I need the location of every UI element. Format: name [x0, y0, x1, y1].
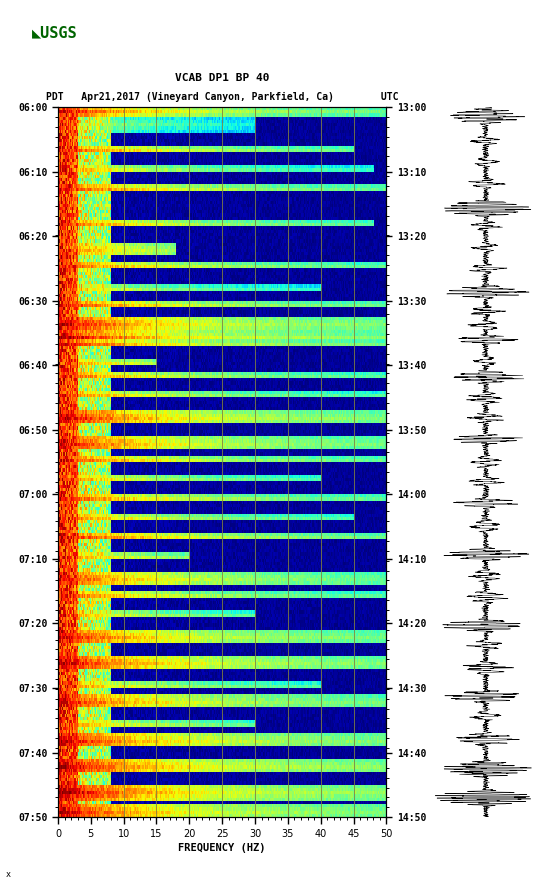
Text: PDT   Apr21,2017 (Vineyard Canyon, Parkfield, Ca)        UTC: PDT Apr21,2017 (Vineyard Canyon, Parkfie…	[46, 92, 399, 102]
Text: ◣USGS: ◣USGS	[32, 25, 78, 40]
Text: VCAB DP1 BP 40: VCAB DP1 BP 40	[175, 73, 269, 83]
X-axis label: FREQUENCY (HZ): FREQUENCY (HZ)	[178, 843, 266, 853]
Text: x: x	[6, 870, 10, 879]
